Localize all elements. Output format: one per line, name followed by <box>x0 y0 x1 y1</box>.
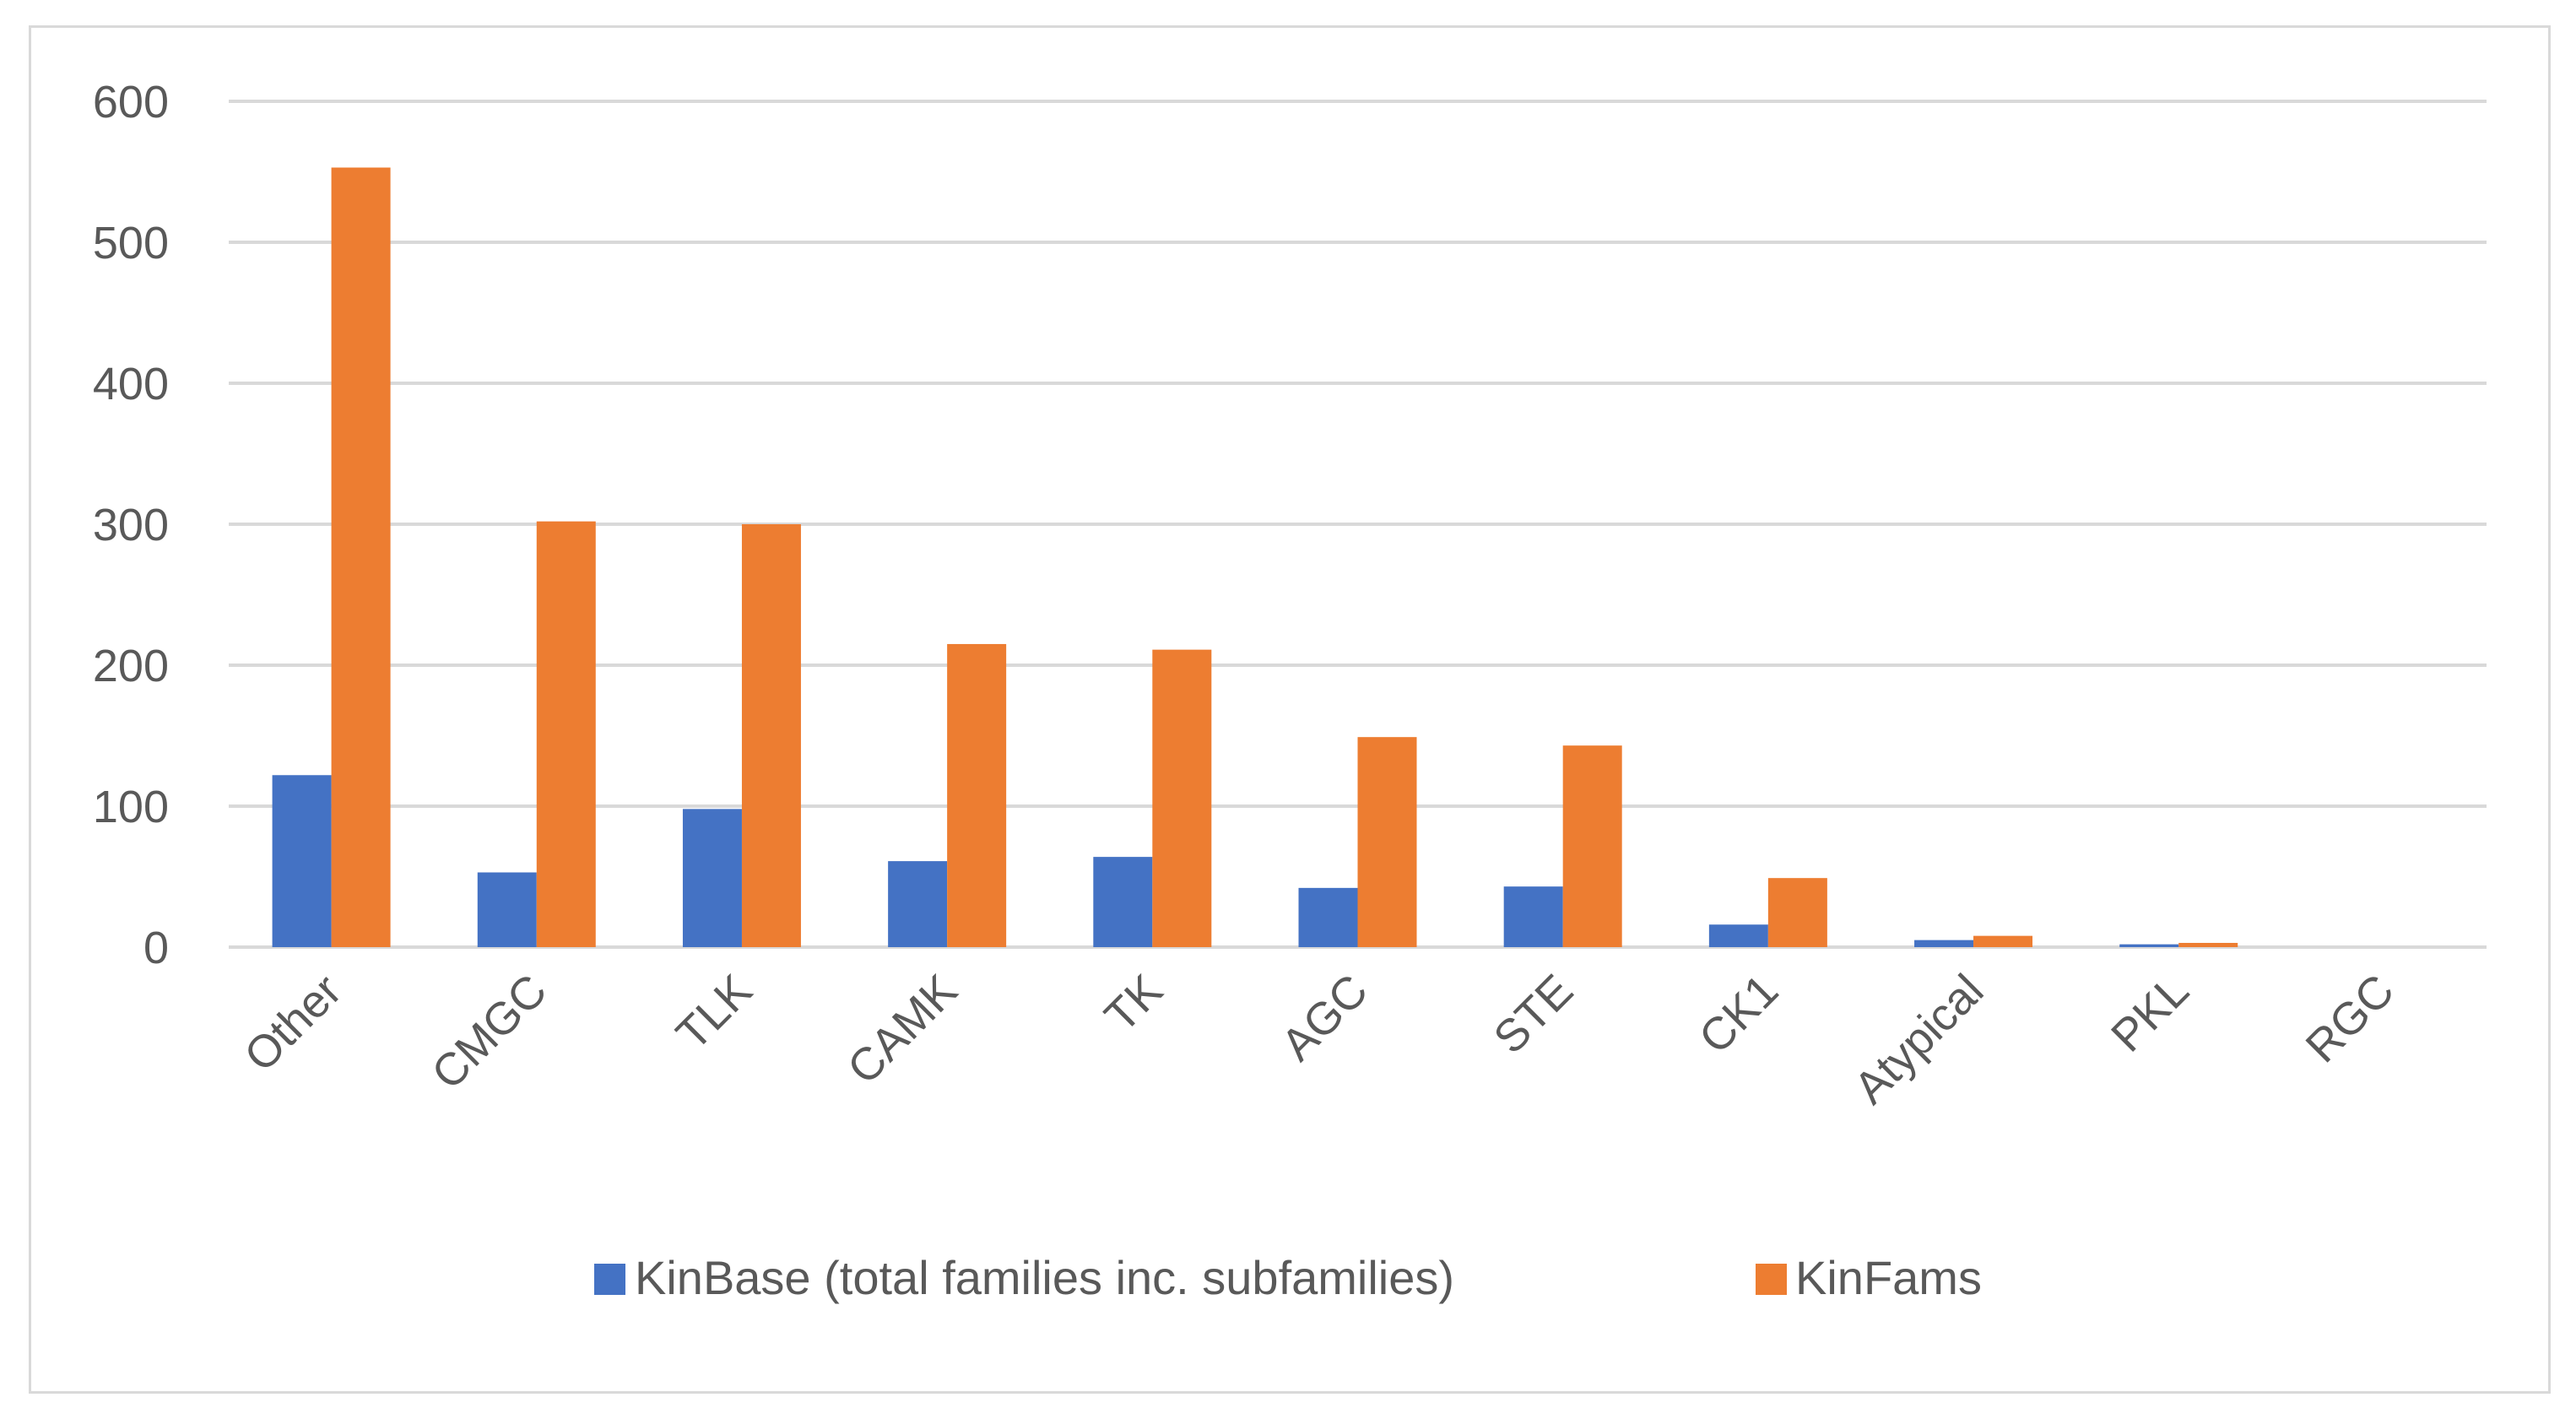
bar-ck1-kinfams <box>1767 878 1827 947</box>
bar-tk-kinfams <box>1152 649 1212 947</box>
x-category-label: PKL <box>2102 965 2199 1062</box>
x-category-label: Other <box>235 965 351 1081</box>
x-category-label: Atypical <box>1844 965 1993 1113</box>
y-tick-label: 0 <box>143 923 169 973</box>
y-tick-label: 500 <box>93 218 169 268</box>
bar-pkl-kinfams <box>2178 942 2238 947</box>
y-tick-label: 400 <box>93 359 169 409</box>
bar-pkl-kinbase <box>2119 944 2179 947</box>
gridlines <box>229 100 2487 949</box>
bar-camk-kinfams <box>947 643 1007 947</box>
bar-camk-kinbase <box>888 861 948 947</box>
x-category-label: CAMK <box>838 965 967 1094</box>
legend: KinBase (total families inc. subfamilies… <box>594 1251 1982 1304</box>
x-category-label: TLK <box>667 965 761 1059</box>
y-tick-label: 100 <box>93 782 169 832</box>
legend-swatch-kinbase <box>594 1264 625 1295</box>
x-category-label: CK1 <box>1690 965 1789 1064</box>
x-category-label: CMGC <box>422 965 556 1099</box>
y-tick-label: 200 <box>93 641 169 691</box>
bar-ste-kinfams <box>1562 745 1622 947</box>
bar-cmgc-kinbase <box>477 872 537 947</box>
bar-ste-kinbase <box>1503 886 1563 947</box>
bar-ck1-kinbase <box>1708 924 1768 947</box>
x-category-label: TK <box>1096 965 1172 1042</box>
bar-other-kinfams <box>331 167 391 948</box>
bar-atypical-kinbase <box>1914 940 1974 947</box>
bar-agc-kinfams <box>1357 737 1417 947</box>
bar-cmgc-kinfams <box>536 521 596 947</box>
bar-atypical-kinfams <box>1973 935 2033 947</box>
x-category-label: RGC <box>2297 965 2404 1072</box>
bar-other-kinbase <box>272 775 332 947</box>
legend-label-kinbase: KinBase (total families inc. subfamilies… <box>635 1251 1454 1304</box>
bar-chart: 0 100 200 300 400 500 600 Other CMGC TLK CAMK TK AG… <box>93 77 2487 1304</box>
bar-tk-kinbase <box>1093 857 1153 947</box>
y-axis-tick-labels: 0 100 200 300 400 500 600 <box>93 77 169 973</box>
bar-tlk-kinfams <box>741 524 801 947</box>
bar-tlk-kinbase <box>682 809 742 947</box>
x-category-label: AGC <box>1272 965 1377 1070</box>
x-category-label: STE <box>1484 965 1583 1064</box>
bars <box>272 167 2238 948</box>
x-axis-category-labels: Other CMGC TLK CAMK TK AGC STE CK1 Atypical PKL RG… <box>235 965 2404 1113</box>
y-tick-label: 300 <box>93 500 169 550</box>
legend-label-kinfams: KinFams <box>1795 1251 1982 1304</box>
y-tick-label: 600 <box>93 77 169 127</box>
legend-swatch-kinfams <box>1756 1264 1787 1295</box>
bar-agc-kinbase <box>1298 887 1358 947</box>
chart-frame: 0 100 200 300 400 500 600 Other CMGC TLK CAMK TK AG… <box>29 25 2551 1394</box>
